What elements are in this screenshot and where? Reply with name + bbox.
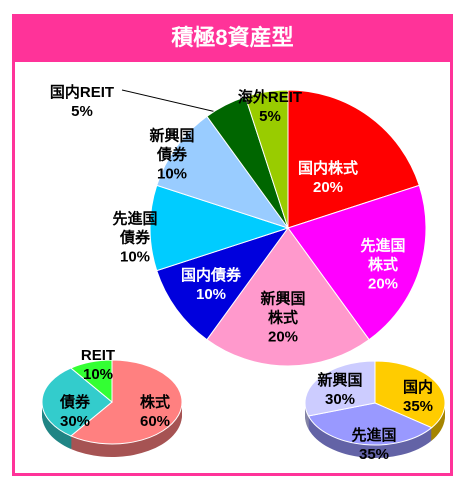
- value-label: 30%: [59, 413, 91, 430]
- pie-slice: [149, 184, 290, 272]
- pie-slice: [69, 359, 183, 445]
- value-label: 10%: [82, 366, 114, 383]
- slice-label: 国内 35%: [403, 378, 433, 416]
- pie-slice: [156, 227, 290, 341]
- category-label: 先進国債券: [112, 210, 158, 247]
- pie-slice: [244, 89, 289, 229]
- value-label: 10%: [119, 248, 151, 266]
- slice-label: 先進国株式 20%: [361, 237, 406, 294]
- slice-label: 先進国債券 10%: [113, 210, 158, 267]
- pie-slice: [307, 402, 433, 446]
- value-label: 10%: [195, 286, 227, 303]
- value-label: 5%: [259, 108, 281, 125]
- pie-slice: [206, 227, 370, 367]
- pie-slice: [304, 360, 376, 417]
- category-label: 新興国株式: [260, 290, 306, 327]
- slice-label: 債券 30%: [60, 393, 90, 431]
- pie-slice: [374, 360, 446, 429]
- slice-label: 新興国債券 10%: [150, 127, 195, 184]
- value-label: 35%: [402, 398, 434, 415]
- slice-label: 海外REIT 5%: [238, 88, 302, 126]
- category-label: REIT: [80, 347, 116, 364]
- slice-label: 株式 60%: [140, 393, 170, 431]
- pie-slice: [287, 89, 420, 229]
- slice-label: 新興国株式 20%: [261, 290, 306, 347]
- value-label: 30%: [324, 391, 356, 408]
- category-label: 海外REIT: [237, 89, 303, 106]
- slice-label: 新興国 30%: [317, 371, 362, 409]
- pie-slice: [41, 367, 113, 437]
- value-label: 20%: [267, 328, 299, 346]
- slice-label: 国内REIT 5%: [50, 83, 114, 121]
- category-label: 債券: [59, 394, 90, 411]
- category-label: 国内株式: [297, 160, 359, 177]
- slice-label: 先進国 35%: [351, 426, 396, 464]
- category-label: 先進国株式: [360, 237, 406, 274]
- category-label: 先進国: [351, 427, 397, 444]
- pie-slice: [69, 359, 113, 404]
- slice-label: 国内債券 10%: [181, 266, 241, 304]
- value-label: 60%: [139, 413, 171, 430]
- pie-slice: [156, 115, 290, 229]
- category-label: 国内: [402, 379, 433, 396]
- value-label: 10%: [156, 165, 188, 183]
- value-label: 35%: [358, 446, 390, 463]
- value-label: 20%: [367, 275, 399, 293]
- category-label: 株式: [139, 394, 170, 411]
- category-label: 国内債券: [180, 267, 242, 284]
- slice-label: REIT 10%: [81, 346, 115, 384]
- value-label: 5%: [71, 103, 93, 120]
- slice-label: 国内株式 20%: [298, 159, 358, 197]
- category-label: 国内REIT: [49, 84, 115, 101]
- title: 積極8資産型: [12, 14, 453, 62]
- value-label: 20%: [312, 179, 344, 196]
- category-label: 新興国債券: [149, 127, 195, 164]
- pie-slice: [287, 184, 427, 341]
- category-label: 新興国: [317, 372, 363, 389]
